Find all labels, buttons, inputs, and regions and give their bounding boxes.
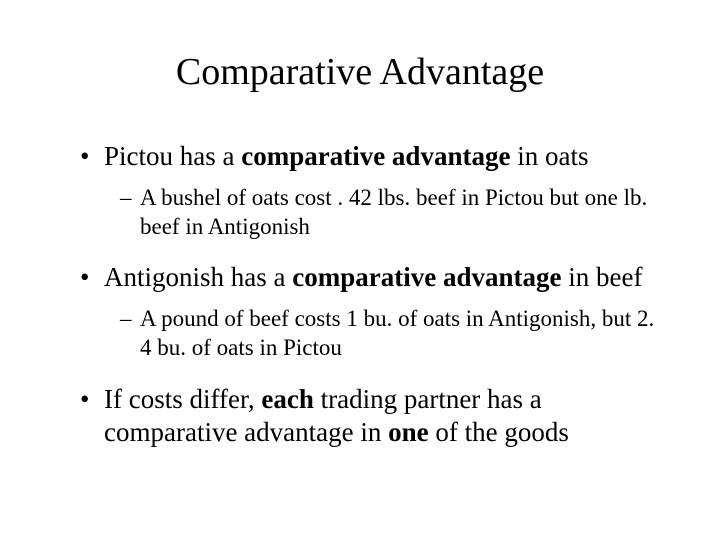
subbullet-item: – A pound of beef costs 1 bu. of oats in… <box>120 305 660 363</box>
bullet-item: • Pictou has a comparative advantage in … <box>80 140 660 174</box>
text-segment: If costs differ, <box>104 384 261 414</box>
subbullet-text: A bushel of oats cost . 42 lbs. beef in … <box>140 184 660 242</box>
text-segment-bold: one <box>388 417 429 447</box>
text-segment: A pound of beef costs 1 bu. of oats in A… <box>140 306 654 360</box>
text-segment: in oats <box>510 141 588 171</box>
bullet-marker: • <box>80 261 104 295</box>
subbullet-marker: – <box>120 305 140 334</box>
subbullet-item: – A bushel of oats cost . 42 lbs. beef i… <box>120 184 660 242</box>
bullet-marker: • <box>80 383 104 417</box>
text-segment: Antigonish has a <box>104 262 292 292</box>
slide: Comparative Advantage • Pictou has a com… <box>0 0 720 540</box>
bullet-marker: • <box>80 140 104 174</box>
text-segment-bold: each <box>261 384 313 414</box>
text-segment-bold: comparative advantage <box>241 141 510 171</box>
bullet-item: • If costs differ, each trading partner … <box>80 383 660 451</box>
bullet-text: If costs differ, each trading partner ha… <box>104 383 660 451</box>
slide-content: • Pictou has a comparative advantage in … <box>60 140 660 450</box>
bullet-item: • Antigonish has a comparative advantage… <box>80 261 660 295</box>
text-segment: Pictou has a <box>104 141 241 171</box>
bullet-text: Pictou has a comparative advantage in oa… <box>104 140 660 174</box>
subbullet-marker: – <box>120 184 140 213</box>
text-segment: of the goods <box>429 417 569 447</box>
text-segment-bold: comparative advantage <box>292 262 561 292</box>
subbullet-text: A pound of beef costs 1 bu. of oats in A… <box>140 305 660 363</box>
bullet-text: Antigonish has a comparative advantage i… <box>104 261 660 295</box>
text-segment: in beef <box>561 262 642 292</box>
text-segment: A bushel of oats cost . 42 lbs. beef in … <box>140 185 647 239</box>
slide-title: Comparative Advantage <box>60 50 660 94</box>
